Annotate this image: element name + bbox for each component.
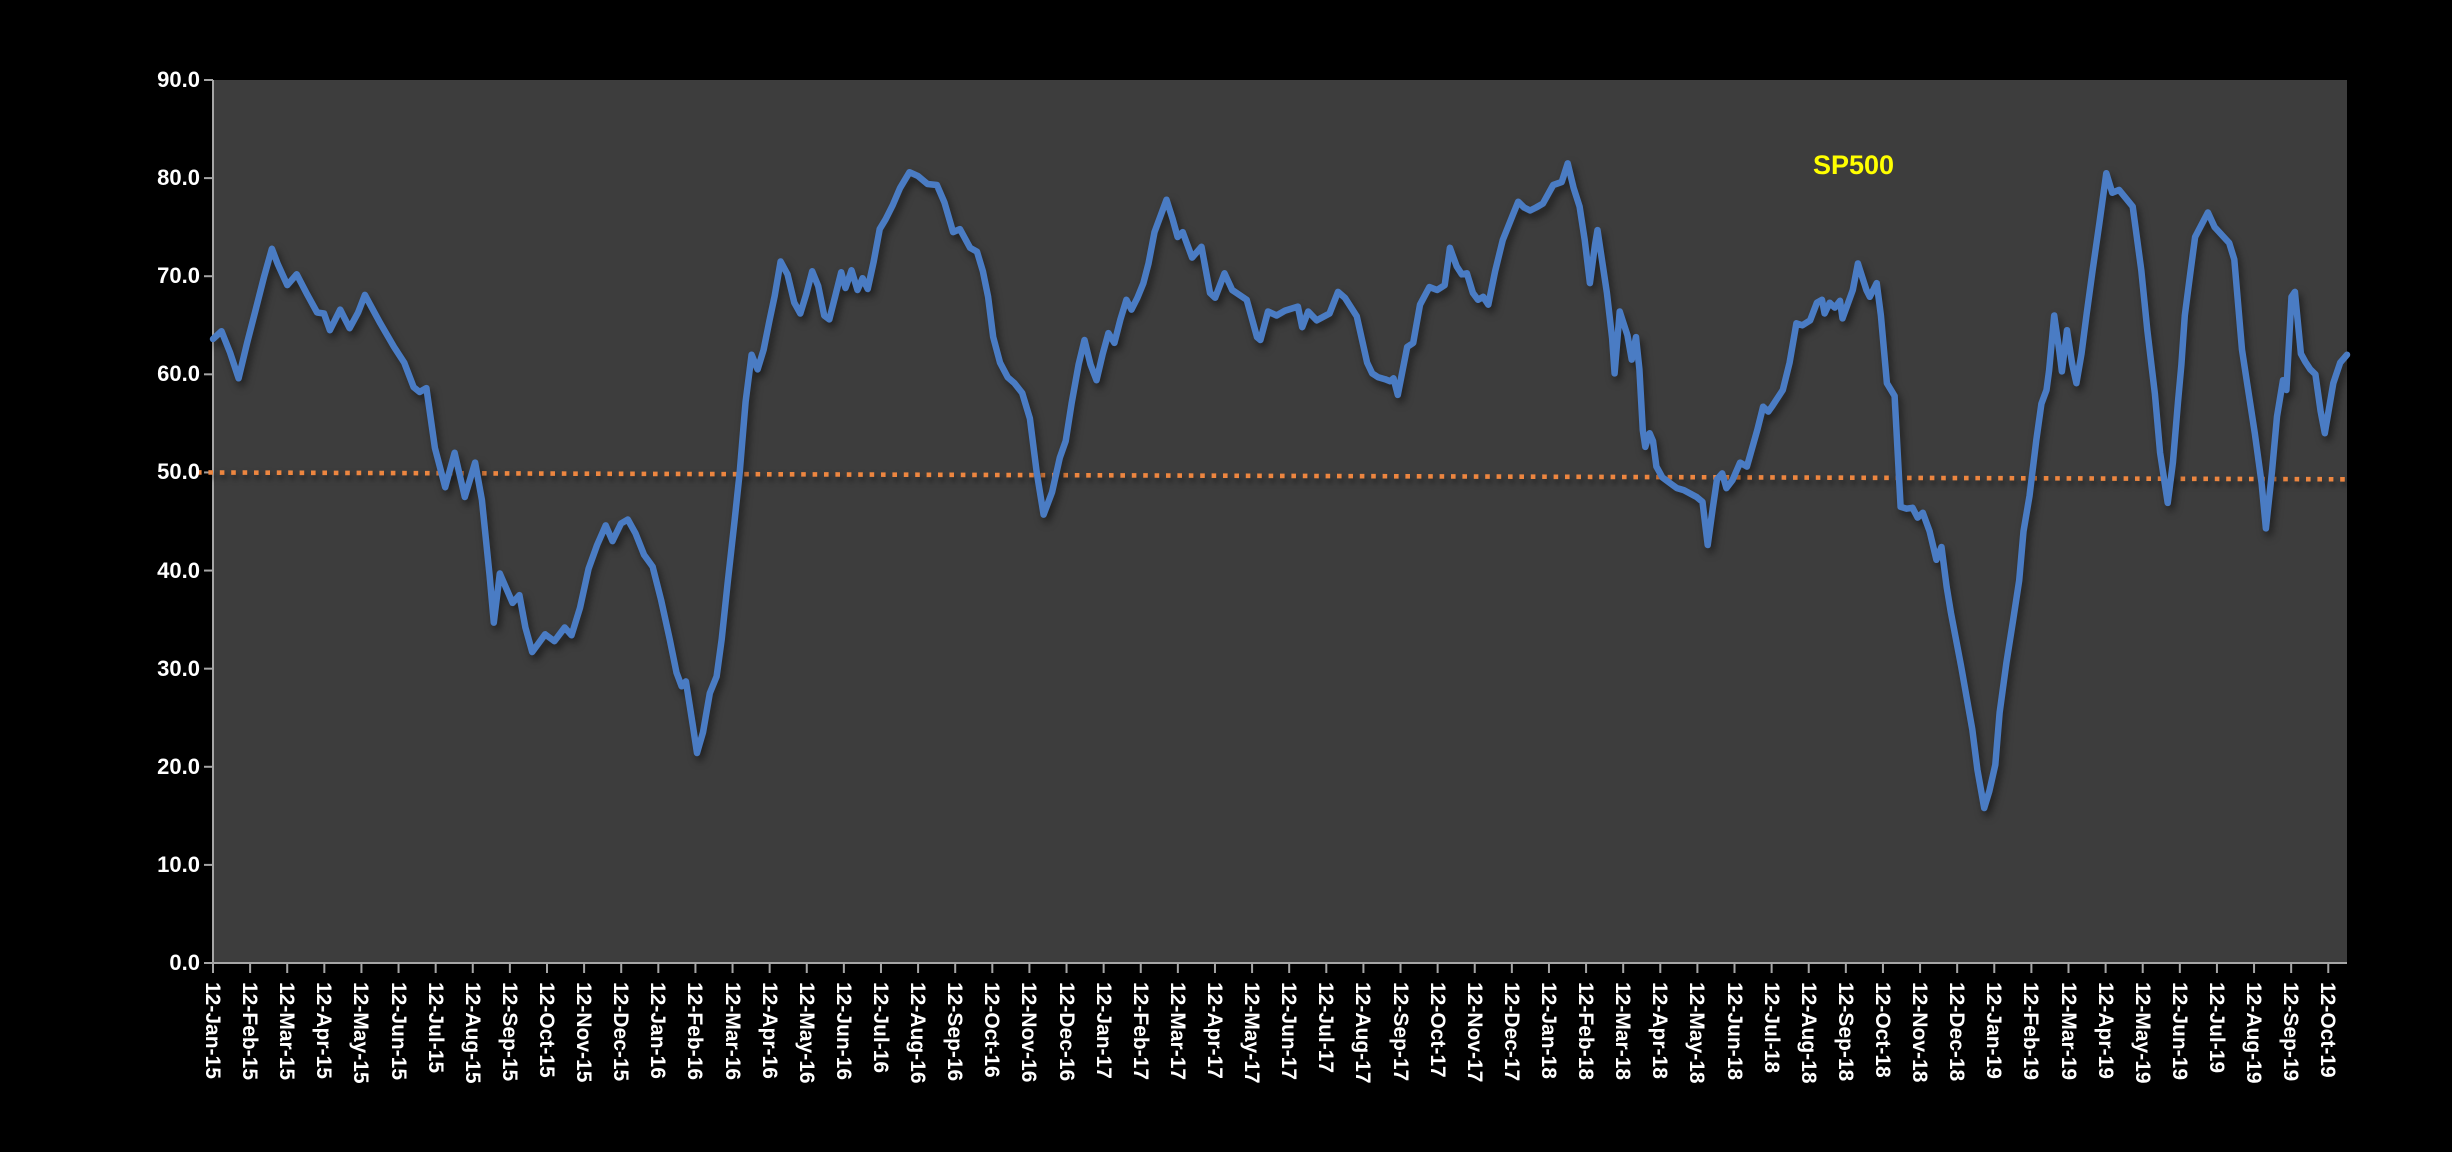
x-axis-label: 12-Aug-17 <box>1351 982 1375 1084</box>
x-axis-label: 12-Nov-16 <box>1017 982 1041 1083</box>
x-axis-label: 12-Mar-16 <box>720 982 744 1081</box>
x-axis-label: 12-Mar-17 <box>1165 982 1189 1081</box>
x-axis-label: 12-May-17 <box>1240 982 1264 1084</box>
y-axis-label: 0.0 <box>169 950 200 975</box>
sp500-series-line <box>209 160 2351 812</box>
x-axis-label: 12-Oct-19 <box>2316 982 2340 1078</box>
x-axis-label: 12-Aug-15 <box>460 982 484 1084</box>
x-axis-label: 12-Feb-18 <box>1574 982 1598 1081</box>
x-axis-label: 12-Feb-15 <box>238 982 262 1081</box>
trendline-50 <box>196 470 2351 482</box>
x-axis-label: 12-Dec-18 <box>1945 982 1969 1082</box>
x-axis-label: 12-Jun-18 <box>1722 982 1746 1081</box>
x-axis-label: 12-May-15 <box>349 982 373 1084</box>
y-axis-label: 80.0 <box>157 165 200 191</box>
x-axis-label: 12-Oct-15 <box>534 982 558 1078</box>
x-axis-label: 12-Mar-18 <box>1611 982 1635 1081</box>
x-axis-label: 12-Dec-16 <box>1054 982 1078 1082</box>
x-axis-label: 12-Jun-15 <box>386 982 410 1081</box>
x-axis-label: 12-Jul-18 <box>1759 982 1783 1074</box>
x-axis-label: 12-Dec-17 <box>1499 982 1523 1082</box>
x-axis-label: 12-Jun-17 <box>1277 982 1301 1081</box>
x-axis-label: 12-Nov-15 <box>572 982 596 1083</box>
y-axis-label: 10.0 <box>157 851 200 877</box>
x-axis-label: 12-Sep-19 <box>2279 982 2303 1082</box>
y-axis-label: 50.0 <box>157 459 200 485</box>
x-axis-label: 12-Sep-18 <box>1833 982 1857 1082</box>
x-axis-label: 12-Nov-18 <box>1908 982 1932 1083</box>
x-axis-label: 12-Nov-17 <box>1462 982 1486 1083</box>
x-axis-label: 12-Mar-19 <box>2056 982 2080 1081</box>
x-axis-label: 12-Dec-15 <box>609 982 633 1082</box>
x-axis-label: 12-Feb-16 <box>683 982 707 1081</box>
y-axis-label: 90.0 <box>157 67 200 92</box>
y-axis-label: 60.0 <box>157 361 200 387</box>
x-axis-label: 12-Aug-16 <box>906 982 930 1084</box>
series-label-sp500: SP500 <box>1813 150 1895 180</box>
x-axis-label: 12-Jan-17 <box>1091 982 1115 1079</box>
x-axis-label: 12-Oct-18 <box>1870 982 1894 1078</box>
x-axis-label: 12-Apr-18 <box>1648 982 1672 1079</box>
x-axis-label: 12-Jul-15 <box>423 982 447 1074</box>
x-axis-label: 12-Mar-15 <box>275 982 299 1081</box>
x-axis-label: 12-Jun-19 <box>2167 982 2191 1081</box>
x-axis-label: 12-Apr-16 <box>757 982 781 1079</box>
x-axis-label: 12-Jun-16 <box>831 982 855 1081</box>
x-axis-label: 12-Feb-19 <box>2019 982 2043 1081</box>
y-axis-label: 70.0 <box>157 263 200 289</box>
x-axis-label: 12-Oct-16 <box>980 982 1004 1078</box>
x-axis-label: 12-Jul-17 <box>1314 982 1338 1074</box>
x-axis-label: 12-Jan-19 <box>1982 982 2006 1079</box>
x-axis-label: 12-Sep-15 <box>497 982 521 1082</box>
y-axis-label: 20.0 <box>157 753 200 779</box>
x-axis-label: 12-May-19 <box>2130 982 2154 1084</box>
y-axis-label: 30.0 <box>157 655 200 681</box>
x-axis-label: 12-Aug-19 <box>2242 982 2266 1084</box>
x-axis-label: 12-Sep-16 <box>943 982 967 1082</box>
x-axis-label: 12-Feb-17 <box>1128 982 1152 1081</box>
x-axis-label: 12-Aug-18 <box>1796 982 1820 1084</box>
x-axis-label: 12-Jan-15 <box>201 982 224 1079</box>
x-axis-label: 12-Apr-17 <box>1202 982 1226 1079</box>
x-axis-label: 12-Apr-19 <box>2093 982 2117 1079</box>
x-axis-label: 12-Jul-16 <box>868 982 892 1074</box>
y-axis-label: 40.0 <box>157 557 200 583</box>
x-axis-label: 12-Oct-17 <box>1425 982 1449 1078</box>
x-axis-label: 12-Sep-17 <box>1388 982 1412 1082</box>
x-axis-label: 12-Jan-16 <box>646 982 670 1079</box>
x-axis-label: 12-May-16 <box>794 982 818 1084</box>
x-axis-label: 12-May-18 <box>1685 982 1709 1084</box>
x-axis-label: 12-Apr-15 <box>312 982 336 1079</box>
x-axis-label: 12-Jul-19 <box>2204 982 2228 1074</box>
plot-area <box>213 80 2347 963</box>
x-axis-label: 12-Jan-18 <box>1536 982 1560 1079</box>
